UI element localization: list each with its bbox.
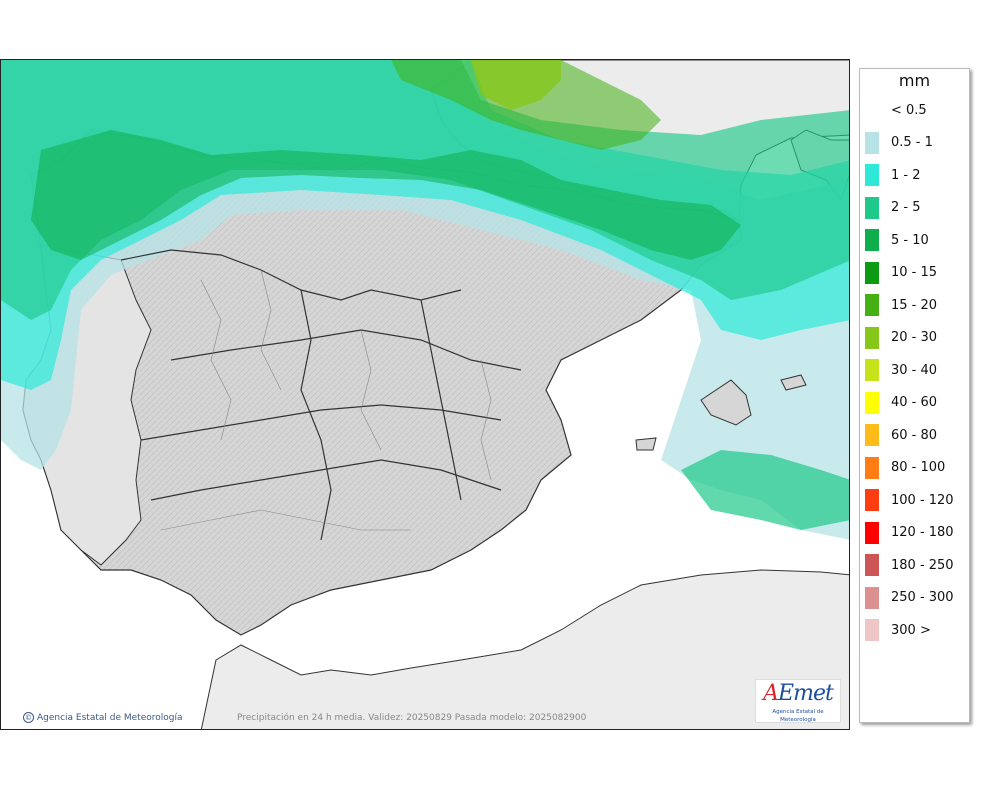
legend-item: 2 - 5 — [865, 196, 921, 219]
legend-label: 5 - 10 — [891, 232, 929, 248]
legend-item: 60 - 80 — [865, 424, 937, 446]
legend-swatch — [865, 164, 879, 186]
legend-item: 40 - 60 — [865, 391, 938, 414]
legend-swatch — [865, 196, 879, 219]
aemet-logo: AEmet Agencia Estatal de Meteorología — [755, 679, 841, 723]
legend-label: 0.5 - 1 — [891, 135, 933, 150]
legend-label: 15 - 20 — [891, 297, 938, 313]
legend-item: 120 - 180 — [865, 521, 954, 544]
legend-swatch — [865, 131, 879, 154]
legend-swatch — [865, 326, 879, 349]
legend-item: 15 - 20 — [865, 294, 937, 316]
legend-item: 10 - 15 — [865, 261, 938, 284]
precipitation-legend: mm < 0.5 0.5 - 1 1 - 2 2 - 5 5 - 10 10 - 15 15… — [859, 68, 970, 723]
precipitation-map[interactable]: © Agencia Estatal de Meteorología Precip… — [0, 59, 850, 730]
legend-item: 30 - 40 — [865, 359, 937, 381]
legend-swatch — [865, 619, 879, 641]
legend-label: < 0.5 — [891, 102, 927, 118]
legend-swatch — [865, 99, 879, 121]
copyright-icon: © — [23, 712, 34, 723]
legend-item: 20 - 30 — [865, 326, 938, 349]
legend-swatch — [865, 391, 879, 414]
provincial-borders — [160, 269, 492, 531]
legend-label: 10 - 15 — [891, 265, 938, 280]
legend-item: 5 - 10 — [865, 229, 929, 251]
precip-north-5to10 — [31, 130, 741, 260]
legend-label: 180 - 250 — [891, 557, 954, 573]
africa-land — [200, 569, 849, 729]
legend-item: 100 - 120 — [865, 489, 954, 511]
legend-label: 30 - 40 — [891, 362, 938, 378]
legend-swatch — [865, 456, 879, 479]
precip-balearic-2to5 — [681, 450, 849, 530]
map-footer-info: Precipitación en 24 h media. Validez: 20… — [237, 713, 587, 723]
legend-label: 1 - 2 — [891, 167, 921, 183]
legend-label: 250 - 300 — [891, 590, 954, 605]
legend-swatch — [865, 586, 879, 609]
legend-swatch — [865, 424, 879, 446]
aemet-logo-mark: AEmet — [763, 681, 834, 706]
precip-france-peak — [471, 60, 561, 110]
balearic-islands — [635, 374, 807, 451]
precip-north-2to5 — [1, 60, 849, 320]
legend-label: 40 - 60 — [891, 395, 938, 410]
legend-item: 0.5 - 1 — [865, 131, 933, 154]
legend-label: 20 - 30 — [891, 330, 938, 345]
agency-credit-text: Agencia Estatal de Meteorología — [37, 712, 183, 723]
legend-item: < 0.5 — [865, 99, 927, 121]
legend-swatch — [865, 261, 879, 284]
aemet-logo-subtitle: Agencia Estatal de Meteorología — [772, 709, 824, 723]
legend-swatch — [865, 229, 879, 251]
regional-borders — [120, 249, 522, 541]
legend-item: 180 - 250 — [865, 554, 954, 576]
legend-label: 120 - 180 — [891, 525, 954, 540]
legend-label: 100 - 120 — [891, 492, 954, 508]
legend-swatch — [865, 554, 879, 576]
agency-credit: © Agencia Estatal de Meteorología — [23, 712, 183, 723]
map-canvas — [1, 60, 849, 729]
legend-item: 300 > — [865, 619, 931, 641]
legend-label: 2 - 5 — [891, 200, 921, 215]
legend-unit: mm — [898, 71, 931, 90]
legend-label: 80 - 100 — [891, 460, 946, 475]
legend-swatch — [865, 489, 879, 511]
legend-swatch — [865, 294, 879, 316]
legend-item: 80 - 100 — [865, 456, 946, 479]
legend-item: 1 - 2 — [865, 164, 921, 186]
legend-label: 60 - 80 — [891, 427, 938, 443]
legend-swatch — [865, 521, 879, 544]
legend-label: 300 > — [891, 622, 931, 638]
legend-item: 250 - 300 — [865, 586, 954, 609]
legend-swatch — [865, 359, 879, 381]
